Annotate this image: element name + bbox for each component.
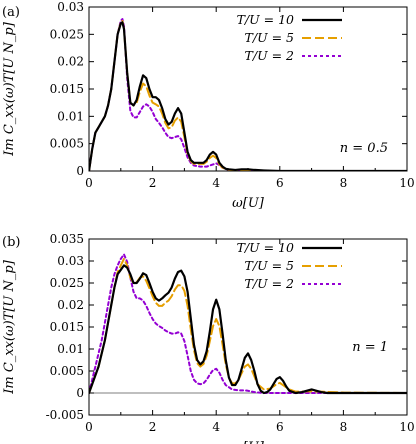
legend-label: T/U = 5	[245, 258, 295, 273]
legend-label: T/U = 2	[245, 48, 295, 63]
y-tick-label: 0.02	[57, 298, 84, 312]
x-tick-label: 2	[149, 176, 157, 190]
y-tick-label: 0.005	[50, 137, 84, 151]
density-annotation: n = 0.5	[340, 141, 388, 156]
y-tick-label: 0.035	[50, 232, 84, 246]
x-tick-label: 2	[149, 420, 157, 434]
legend-label: T/U = 2	[245, 276, 295, 291]
x-tick-label: 6	[276, 176, 284, 190]
legend-label: T/U = 5	[245, 30, 295, 45]
x-tick-label: 0	[85, 420, 93, 434]
y-tick-label: 0.015	[50, 82, 84, 96]
series-group	[89, 18, 407, 171]
density-annotation: n = 1	[352, 340, 388, 355]
y-tick-label: 0.01	[57, 109, 84, 123]
panel-label: (a)	[2, 5, 20, 20]
y-tick-label: 0.025	[50, 27, 84, 41]
y-tick-label: 0.01	[57, 342, 84, 356]
series-line-t-u-2	[89, 253, 407, 394]
y-tick-label: -0.005	[46, 408, 84, 422]
x-tick-label: 4	[212, 176, 220, 190]
y-tick-label: 0.025	[50, 276, 84, 290]
x-tick-label: 10	[399, 176, 414, 190]
y-tick-label: 0.015	[50, 320, 84, 334]
y-tick-label: 0	[76, 164, 84, 178]
x-tick-label: 8	[340, 420, 348, 434]
x-tick-label: 0	[85, 176, 93, 190]
x-tick-label: 6	[276, 420, 284, 434]
series-line-t-u-10	[89, 21, 407, 171]
legend-label: T/U = 10	[237, 240, 294, 255]
panel-b: 0 2 4 6 8 10-0.00500.0050.010.0150.020.0250.0…	[2, 232, 415, 444]
y-tick-label: 0.03	[57, 0, 84, 14]
x-tick-label: 10	[399, 420, 414, 434]
y-axis-title: Im C_xx(ω)T[U N_p]	[2, 259, 17, 394]
y-axis-title: Im C_xx(ω)T[U N_p]	[2, 21, 17, 156]
y-tick-label: 0.03	[57, 254, 84, 268]
x-tick-label: 4	[212, 420, 220, 434]
series-line-t-u-10	[89, 264, 407, 395]
y-tick-label: 0	[76, 386, 84, 400]
legend-label: T/U = 10	[237, 12, 294, 27]
x-axis-title: ω[U]	[232, 196, 265, 211]
y-tick-label: 0.005	[50, 364, 84, 378]
y-tick-label: 0.02	[57, 55, 84, 69]
x-tick-label: 8	[340, 176, 348, 190]
x-axis-title: ω[U]	[232, 440, 265, 444]
panel-a: 0 2 4 6 8 10 0 0.005 0.01 0.015 0.02 0.025 0.03 T/U =…	[2, 0, 415, 211]
panel-label: (b)	[2, 235, 20, 250]
series-group	[89, 253, 407, 395]
